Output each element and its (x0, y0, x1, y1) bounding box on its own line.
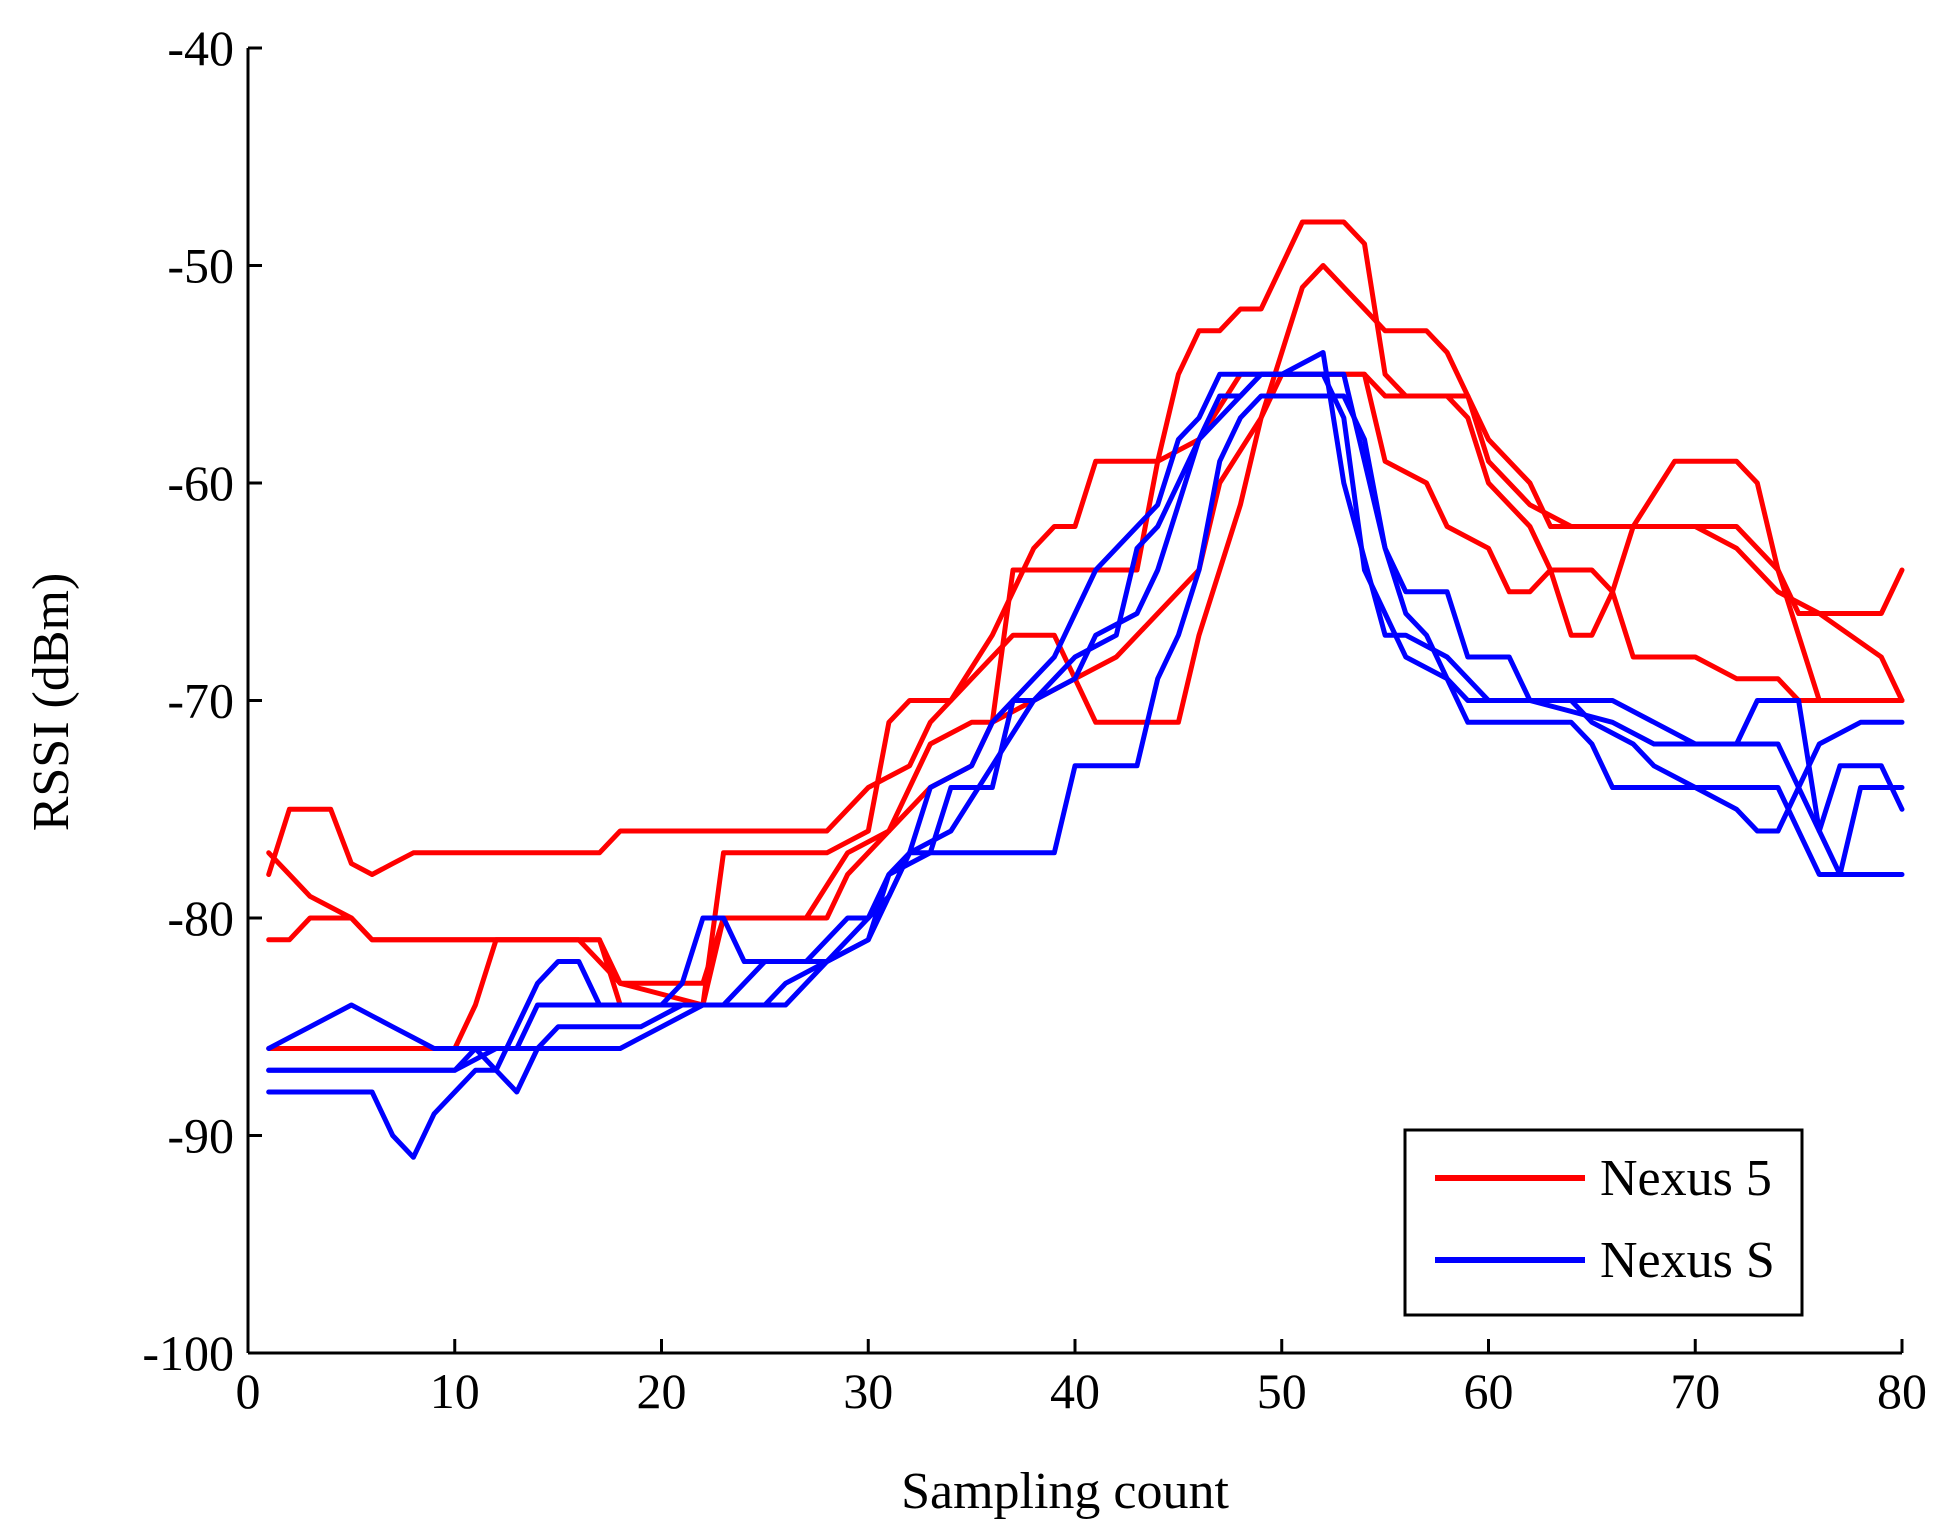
y-tick-label: -80 (167, 890, 234, 946)
series-line-nexus-s-7 (266, 371, 1905, 1160)
series-line-nexus-5-4 (266, 219, 1905, 1051)
x-tick-label: 80 (1877, 1363, 1927, 1419)
x-axis-title: Sampling count (901, 1463, 1229, 1520)
y-tick-label: -50 (167, 238, 234, 294)
y-axis-title: RSSI (dBm) (23, 573, 80, 832)
y-tick-label: -60 (167, 455, 234, 511)
series-line-nexus-s-8 (266, 393, 1905, 1073)
y-tick-label: -100 (142, 1325, 234, 1381)
legend-label-nexus-s: Nexus S (1600, 1232, 1775, 1289)
x-tick-label: 0 (236, 1363, 261, 1419)
y-axis-ticks: -100 -90 -80 -70 -60 -50 -40 (142, 20, 262, 1381)
series-line-nexus-5-2 (266, 263, 1905, 986)
x-axis-ticks: 0 10 20 30 40 50 60 70 80 (236, 1339, 1927, 1419)
x-tick-label: 20 (637, 1363, 687, 1419)
legend-box (1403, 1128, 1804, 1317)
x-tick-label: 30 (843, 1363, 893, 1419)
series-line-nexus-5-1 (266, 371, 1905, 877)
series-line-nexus-5-3 (266, 371, 1905, 1008)
series-line-nexus-s-5 (266, 350, 1905, 1095)
x-tick-label: 40 (1050, 1363, 1100, 1419)
y-tick-label: -70 (167, 673, 234, 729)
y-tick-label: -40 (167, 20, 234, 76)
y-tick-label: -90 (167, 1108, 234, 1164)
x-tick-label: 70 (1670, 1363, 1720, 1419)
x-tick-label: 60 (1464, 1363, 1514, 1419)
x-tick-label: 10 (430, 1363, 480, 1419)
x-tick-label: 50 (1257, 1363, 1307, 1419)
legend: Nexus 5 Nexus S (1403, 1128, 1804, 1317)
series-lines (266, 219, 1905, 1160)
legend-label-nexus-5: Nexus 5 (1600, 1150, 1772, 1207)
